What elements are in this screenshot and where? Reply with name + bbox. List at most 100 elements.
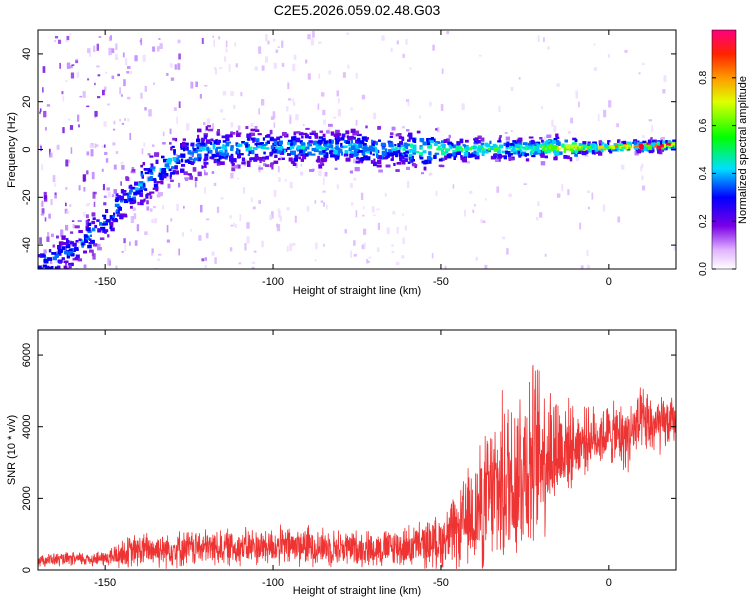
spectrogram-cell (499, 144, 503, 148)
spectrogram-cell (119, 87, 122, 95)
spectrogram-cell (138, 188, 143, 191)
spectrogram-cell (593, 67, 597, 71)
spectrogram-cell (318, 139, 323, 144)
spectrogram-cell (452, 144, 457, 149)
spectrogram-cell (631, 141, 635, 144)
spectrogram-cell (102, 184, 105, 191)
spectrogram-cell (397, 133, 402, 136)
spectrogram-cell (363, 145, 368, 148)
spectrogram-cell (122, 52, 125, 58)
spectrogram-cell (199, 94, 202, 99)
spectrogram-cell (54, 183, 57, 187)
spectrogram-cell (211, 153, 215, 158)
spectrogram-cell (385, 155, 390, 158)
spectrogram-cell (626, 144, 631, 147)
spectrogram-cell (149, 155, 154, 158)
spectrogram-cell (391, 250, 395, 253)
spectrogram-cell (140, 173, 144, 177)
spectrogram-cell (328, 70, 332, 75)
spectrogram-cell (258, 108, 260, 115)
spectrogram-cell (158, 172, 163, 177)
spectrogram-cell (230, 122, 234, 128)
spectrogram-cell (184, 159, 190, 163)
spectrogram-cell (396, 162, 402, 165)
spectrogram-cell (60, 271, 65, 275)
spectrogram-cell (355, 139, 360, 144)
spectrogram-cell (603, 147, 607, 151)
spectrogram-cell (144, 171, 150, 175)
spectrogram-cell (373, 214, 376, 216)
spectrogram-cell (160, 180, 164, 185)
spectrogram-cell (292, 101, 296, 106)
spectrogram-cell (505, 136, 510, 141)
spectrogram-cell (382, 151, 387, 156)
spectrogram-cell (586, 264, 590, 269)
spectrogram-cell (658, 144, 664, 148)
spectrogram-cell (482, 148, 487, 153)
spectrogram-cell (270, 145, 274, 149)
spectrogram-cell (180, 153, 186, 158)
spectrogram-cell (347, 136, 352, 141)
spectrogram-cell (306, 144, 310, 147)
spectrogram-cell (649, 140, 654, 145)
spectrogram-cell (220, 161, 225, 165)
spectrogram-cell (419, 155, 422, 158)
spectrogram-cell (395, 169, 400, 172)
spectrogram-cell (284, 179, 287, 182)
snr-y-tick-label: 0 (21, 567, 33, 573)
spectrogram-cell (287, 139, 292, 144)
spectrogram-cell (89, 238, 92, 241)
spectrogram-cell (429, 172, 433, 176)
spectrogram-cell (562, 144, 568, 149)
spectrogram-cell (247, 162, 251, 167)
spectrogram-cell (282, 132, 287, 136)
spectrogram-cell (266, 140, 270, 144)
spectrogram-cell (275, 49, 279, 53)
spectrogram-cell (162, 142, 166, 145)
spectrogram-cell (484, 264, 488, 269)
spectrogram-cell (352, 132, 358, 136)
spectrogram-cell (617, 140, 620, 143)
spectrogram-cell (428, 151, 432, 156)
spectrogram-cell (142, 162, 145, 166)
spectrogram-cell (570, 117, 574, 124)
spectrogram-cell (440, 144, 445, 147)
spectrogram-cell (56, 276, 60, 280)
spectrogram-cell (105, 71, 108, 74)
spectrogram-cell (495, 159, 499, 162)
spectrogram-cell (416, 130, 421, 134)
spectrogram-cell (254, 156, 260, 161)
spectrogram-cell (170, 77, 175, 81)
spectrogram-cell (587, 190, 591, 193)
spectrogram-cell (60, 271, 65, 275)
spectrogram-cell (248, 150, 253, 154)
spectrogram-cell (614, 144, 618, 148)
spectrogram-cell (254, 66, 258, 71)
spectrogram-cell (204, 172, 208, 176)
spectrogram-cell (250, 137, 254, 141)
spectrogram-cell (278, 147, 283, 151)
spectrogram-cell (438, 164, 443, 167)
spectrogram-cell (87, 222, 92, 226)
spectrogram-cell (184, 177, 190, 180)
spectrogram-cell (335, 133, 338, 138)
spectrogram-cell (132, 196, 136, 200)
spectrogram-cell (360, 147, 364, 150)
spectrogram-cell (544, 136, 547, 141)
spectrogram-cell (359, 140, 365, 145)
spectrogram-cell (436, 127, 440, 133)
spectrogram-cell (426, 156, 432, 161)
spectrogram-cell (116, 209, 119, 213)
spectrogram-cell (311, 147, 317, 151)
spectrogram-cell (336, 184, 339, 189)
spectrogram-cell (89, 249, 94, 253)
spectrogram-cell (183, 206, 185, 209)
spectrogram-cell (91, 212, 96, 217)
spectrogram-cell (230, 133, 233, 138)
spectrogram-cell (65, 40, 69, 43)
spectrogram-cell (553, 125, 557, 133)
spectrogram-cell (94, 143, 97, 149)
spectrogram-cell (593, 43, 596, 46)
spectrogram-cell (166, 73, 169, 76)
spectrogram-cell (175, 170, 179, 175)
